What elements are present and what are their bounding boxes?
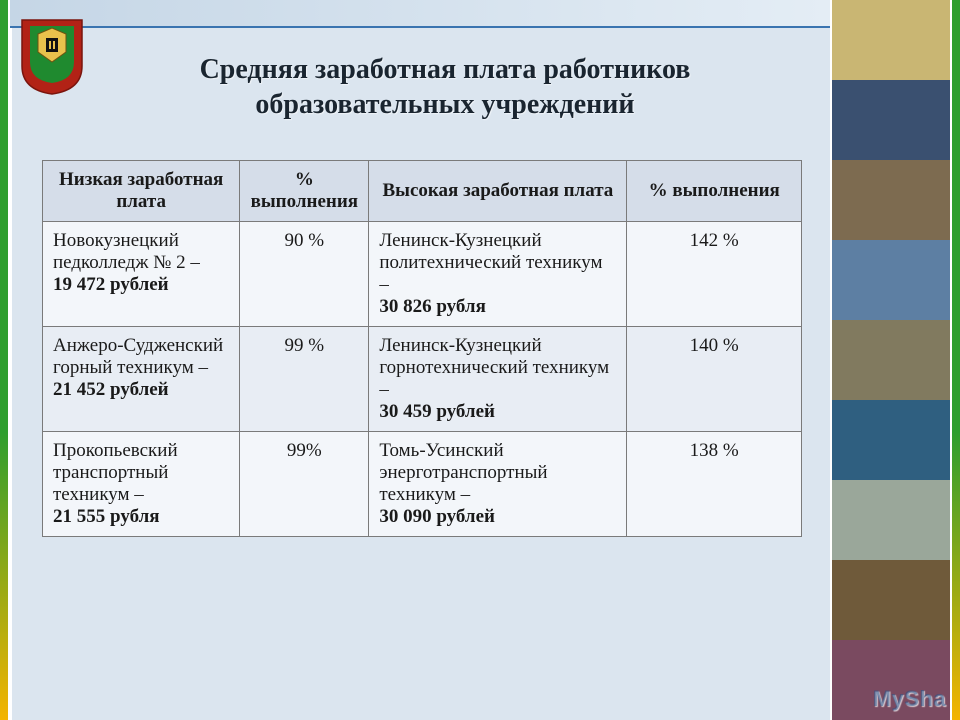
cell-low-pct: 99% [240, 432, 369, 537]
region-emblem-icon [16, 18, 88, 96]
table-row: Новокузнецкий педколледж № 2 –19 472 руб… [43, 222, 802, 327]
title-line-2: образовательных учреждений [255, 89, 634, 120]
table-row: Анжеро-Судженский горный техникум –21 45… [43, 327, 802, 432]
cell-high: Ленинск-Кузнецкий горнотехнический техни… [369, 327, 627, 432]
cell-high-pct: 138 % [627, 432, 802, 537]
cell-high: Томь-Усинский энерготранспортный технику… [369, 432, 627, 537]
slide-title: Средняя заработная плата работников обра… [80, 52, 810, 122]
cell-low-pct: 90 % [240, 222, 369, 327]
cell-low-pct: 99 % [240, 327, 369, 432]
col-pct-1: % выполнения [240, 161, 369, 222]
cell-low: Новокузнецкий педколледж № 2 –19 472 руб… [43, 222, 240, 327]
cell-high-pct: 140 % [627, 327, 802, 432]
cell-high-pct: 142 % [627, 222, 802, 327]
left-border-stripe [0, 0, 10, 720]
wage-table: Низкая заработная плата % выполнения Выс… [42, 160, 802, 537]
cell-high: Ленинск-Кузнецкий политехнический техник… [369, 222, 627, 327]
table-header-row: Низкая заработная плата % выполнения Выс… [43, 161, 802, 222]
table-row: Прокопьевский транспортный техникум –21 … [43, 432, 802, 537]
col-high-wage: Высокая заработная плата [369, 161, 627, 222]
cell-low: Прокопьевский транспортный техникум –21 … [43, 432, 240, 537]
right-border-stripe [950, 0, 960, 720]
top-header-bar [10, 0, 830, 28]
col-low-wage: Низкая заработная плата [43, 161, 240, 222]
title-line-1: Средняя заработная плата работников [200, 54, 691, 85]
col-pct-2: % выполнения [627, 161, 802, 222]
cell-low: Анжеро-Судженский горный техникум –21 45… [43, 327, 240, 432]
right-image-strip [830, 0, 950, 720]
